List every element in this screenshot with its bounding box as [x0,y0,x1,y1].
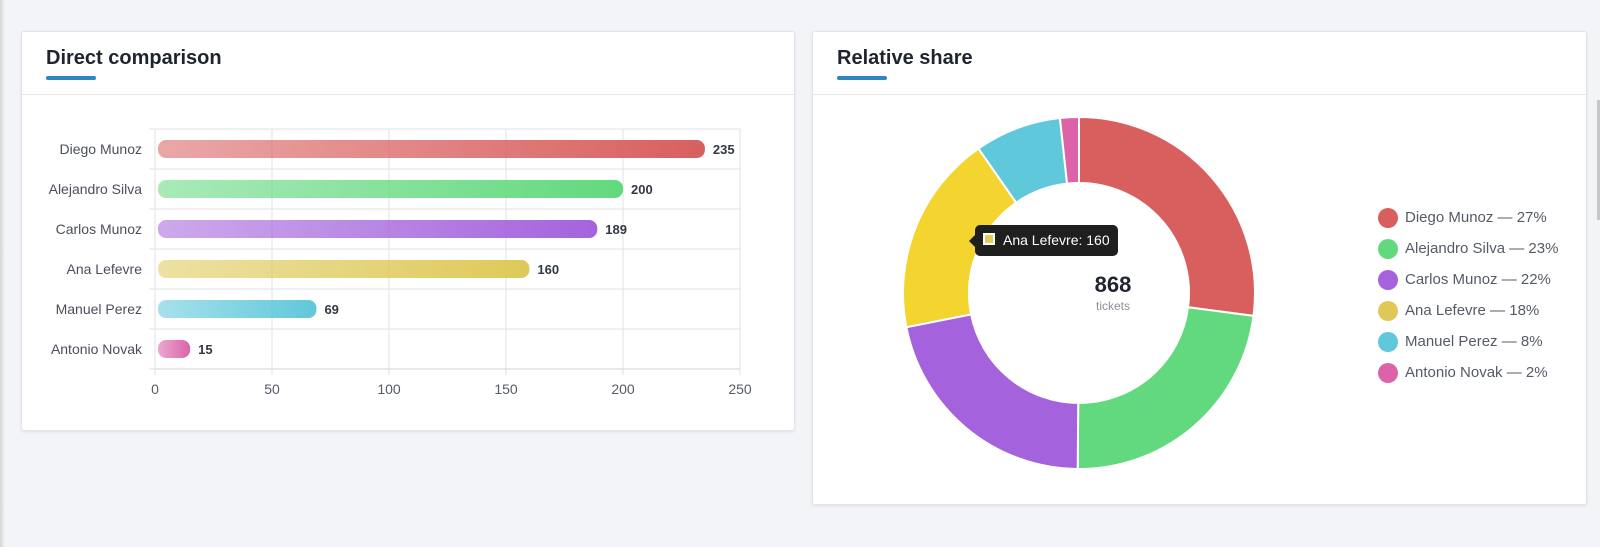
legend-label: Alejandro Silva — 23% [1405,240,1559,257]
category-label: Diego Munoz [60,141,143,157]
category-label: Manuel Perez [56,301,142,317]
total-label: tickets [1095,299,1130,313]
title-underline [837,76,887,80]
category-label: Antonio Novak [51,341,143,357]
bar-value-label: 69 [324,302,338,317]
bar-value-label: 15 [198,342,212,357]
legend-swatch [1378,208,1398,228]
donut-slice[interactable] [1076,306,1255,470]
bar-value-label: 235 [713,142,735,157]
x-tick-label: 250 [728,381,752,397]
x-tick-label: 100 [377,381,401,397]
legend-label: Carlos Munoz — 22% [1405,271,1551,288]
bar[interactable] [158,180,623,198]
total-value: 868 [1094,272,1132,297]
scrollbar[interactable] [1597,100,1600,220]
bar[interactable] [158,260,530,278]
title-underline [46,76,96,80]
legend-label: Antonio Novak — 2% [1405,364,1548,381]
card-title: Relative share [837,47,973,69]
tooltip-text: Ana Lefevre: 160 [1003,232,1110,248]
donut-slice[interactable] [1078,115,1256,317]
x-tick-label: 0 [151,381,159,397]
legend-swatch [1378,239,1398,259]
bar-chart-card: Direct comparison 0 50 100 150 200 250 Diego M… [21,31,795,431]
legend-swatch [1378,270,1398,290]
category-label: Ana Lefevre [67,261,143,277]
legend-label: Manuel Perez — 8% [1405,333,1543,350]
x-tick-label: 50 [264,381,280,397]
card-header: Relative share [813,32,1586,95]
x-tick-label: 150 [494,381,518,397]
x-tick-label: 200 [611,381,635,397]
legend-swatch [1378,301,1398,321]
bar-value-label: 189 [605,222,627,237]
bar[interactable] [158,300,317,318]
card-header: Direct comparison [22,32,794,95]
donut-chart [902,115,1256,471]
chart-tooltip: Ana Lefevre: 160 [969,225,1118,256]
donut-slice[interactable] [1058,115,1080,185]
window-edge [0,0,4,547]
bar-value-label: 200 [631,182,653,197]
donut-slice[interactable] [905,313,1080,471]
bar[interactable] [158,340,191,358]
donut-chart-card: Relative share 868 tickets Ana Lefevre: … [812,31,1587,505]
bar[interactable] [158,220,598,238]
grid [149,128,741,375]
bar-chart: 0 50 100 150 200 250 Diego Munoz 235 Alejandro S… [49,128,752,397]
bar[interactable] [158,140,705,158]
legend-label: Diego Munoz — 27% [1405,209,1547,226]
category-label: Carlos Munoz [56,221,142,237]
legend-label: Ana Lefevre — 18% [1405,302,1540,319]
tooltip-swatch [983,233,995,245]
bar-value-label: 160 [537,262,559,277]
legend-swatch [1378,363,1398,383]
card-title: Direct comparison [46,47,222,69]
category-label: Alejandro Silva [49,181,143,197]
legend-swatch [1378,332,1398,352]
